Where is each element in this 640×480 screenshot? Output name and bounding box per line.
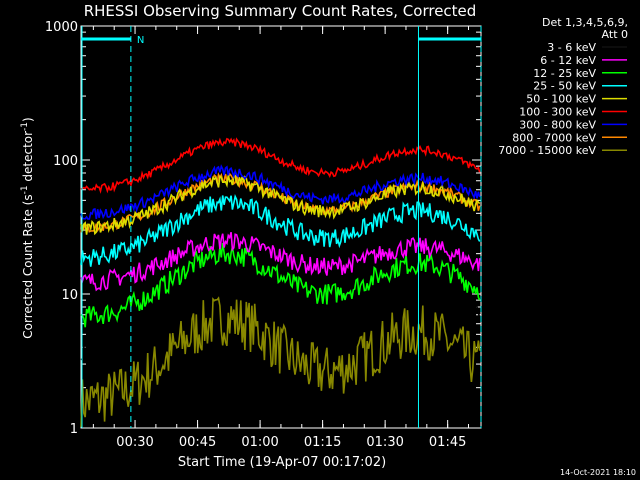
x-tick-label: 01:45 bbox=[429, 435, 466, 450]
series-line bbox=[80, 231, 481, 292]
night-flag-label: N bbox=[137, 35, 144, 46]
series-line bbox=[80, 164, 481, 220]
series-layer bbox=[80, 137, 481, 427]
x-tick-label: 01:30 bbox=[366, 435, 403, 450]
footer-date: 14-Oct-2021 18:10 bbox=[560, 468, 636, 477]
x-tick-label: 00:30 bbox=[116, 435, 153, 450]
y-axis-label: Corrected Count Rate (s-1 detector-1) bbox=[20, 117, 35, 338]
series-line bbox=[80, 193, 481, 267]
y-tick-label: 100 bbox=[53, 154, 78, 169]
series-line bbox=[80, 137, 481, 194]
legend-label: 6 - 12 keV bbox=[540, 54, 596, 67]
series-line bbox=[80, 174, 481, 236]
series-line bbox=[80, 242, 481, 328]
y-tick-label: 10 bbox=[61, 288, 78, 303]
legend-label: 12 - 25 keV bbox=[533, 67, 596, 80]
legend-label: 300 - 800 keV bbox=[519, 118, 596, 131]
legend-label: 7000 - 15000 keV bbox=[498, 144, 596, 157]
x-axis-label: Start Time (19-Apr-07 00:17:02) bbox=[178, 455, 386, 470]
legend-attenuator: Att 0 bbox=[602, 28, 628, 41]
series-line bbox=[80, 252, 481, 362]
legend-detectors: Det 1,3,4,5,6,9, bbox=[542, 16, 628, 29]
x-tick-label: 01:15 bbox=[304, 435, 341, 450]
y-tick-label: 1000 bbox=[45, 20, 78, 35]
legend-label: 25 - 50 keV bbox=[533, 80, 596, 93]
x-tick-label: 01:00 bbox=[241, 435, 278, 450]
legend-label: 50 - 100 keV bbox=[526, 93, 596, 106]
flags: N bbox=[81, 26, 482, 428]
chart-title: RHESSI Observing Summary Count Rates, Co… bbox=[84, 2, 477, 20]
series-line bbox=[80, 296, 481, 427]
x-tick-label: 00:45 bbox=[179, 435, 216, 450]
legend-label: 100 - 300 keV bbox=[519, 106, 596, 119]
legend-label: 800 - 7000 keV bbox=[512, 131, 596, 144]
y-tick-label: 1 bbox=[70, 422, 78, 437]
legend-label: 3 - 6 keV bbox=[547, 41, 596, 54]
